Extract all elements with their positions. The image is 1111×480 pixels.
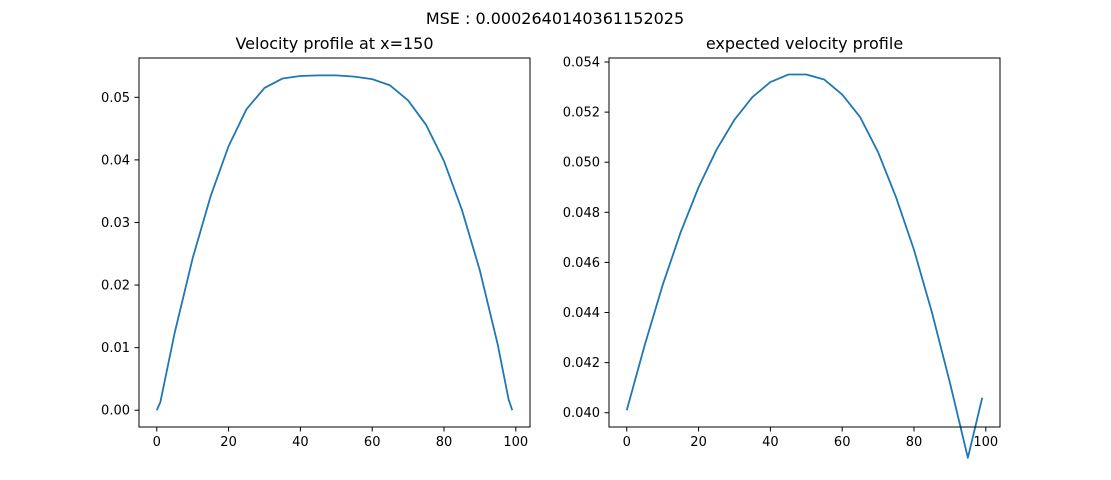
left-y-tick-label: 0.00: [101, 404, 130, 419]
right-y-tick-label: 0.048: [563, 206, 600, 221]
right-y-tick-label: 0.054: [563, 56, 600, 71]
right-chart-title: expected velocity profile: [706, 34, 903, 53]
left-series-line: [155, 74, 514, 411]
right-y-tick-label: 0.040: [563, 406, 600, 421]
right-x-tick-label: 60: [834, 435, 851, 450]
right-x-tick-label: 100: [973, 435, 998, 450]
figure-suptitle: MSE : 0.0002640140361152025: [426, 9, 684, 28]
right-x-tick-label: 40: [762, 435, 779, 450]
left-y-tick-label: 0.01: [101, 341, 130, 356]
left-y-tick-label: 0.05: [101, 91, 130, 106]
left-x-tick-label: 40: [292, 435, 309, 450]
left-chart: Velocity profile at x=150 0 20 40 60 80 100 0.…: [101, 34, 531, 450]
left-y-tick-label: 0.03: [101, 216, 130, 231]
right-x-tick-label: 0: [623, 435, 631, 450]
left-axes-frame: [138, 57, 531, 428]
left-chart-title: Velocity profile at x=150: [235, 34, 433, 53]
left-x-tick-label: 80: [436, 435, 453, 450]
left-y-tick-label: 0.04: [101, 153, 130, 168]
right-y-tick-label: 0.042: [563, 356, 600, 371]
left-x-tick-label: 60: [364, 435, 381, 450]
right-y-tick-label: 0.046: [563, 256, 600, 271]
right-x-tick-label: 80: [906, 435, 923, 450]
right-y-tick-label: 0.050: [563, 156, 600, 171]
left-y-tick-label: 0.02: [101, 279, 130, 294]
right-y-tick-label: 0.044: [563, 306, 600, 321]
left-x-tick-label: 20: [220, 435, 237, 450]
left-x-tick-label: 100: [503, 435, 528, 450]
right-x-tick-label: 20: [690, 435, 707, 450]
right-series-line: [625, 73, 984, 459]
left-x-tick-label: 0: [153, 435, 161, 450]
right-chart: expected velocity profile 0 20 40 60 80 100 0.…: [563, 34, 1001, 459]
right-axes-frame: [608, 57, 1001, 428]
right-y-tick-label: 0.052: [563, 106, 600, 121]
